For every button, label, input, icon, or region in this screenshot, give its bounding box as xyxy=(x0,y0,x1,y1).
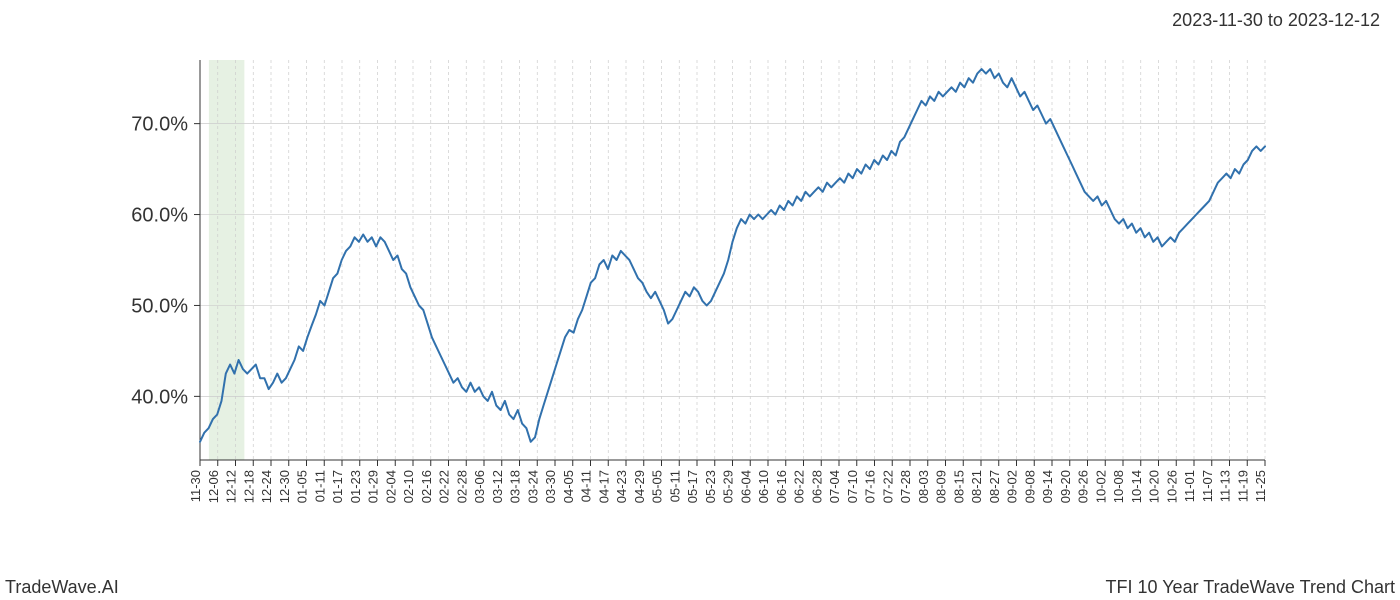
chart-title: TFI 10 Year TradeWave Trend Chart xyxy=(1106,577,1395,598)
x-tick-label: 04-29 xyxy=(632,470,647,503)
y-tick-label: 70.0% xyxy=(131,114,188,136)
x-tick-label: 11-25 xyxy=(1253,470,1268,502)
x-tick-label: 12-18 xyxy=(241,470,256,503)
x-tick-label: 09-02 xyxy=(1005,470,1020,503)
x-tick-label: 10-14 xyxy=(1129,470,1144,503)
x-tick-label: 03-18 xyxy=(508,470,523,503)
x-tick-label: 08-21 xyxy=(969,470,984,503)
x-tick-label: 05-05 xyxy=(650,470,665,503)
x-tick-label: 09-08 xyxy=(1022,470,1037,503)
x-tick-label: 01-11 xyxy=(312,470,327,502)
x-tick-label: 11-19 xyxy=(1235,470,1250,502)
x-tick-label: 07-16 xyxy=(863,470,878,503)
x-tick-label: 03-06 xyxy=(472,470,487,503)
x-tick-label: 08-09 xyxy=(934,470,949,503)
x-tick-label: 06-10 xyxy=(756,470,771,503)
x-tick-label: 06-16 xyxy=(774,470,789,503)
x-tick-label: 12-06 xyxy=(206,470,221,503)
x-tick-label: 01-23 xyxy=(348,470,363,503)
x-tick-label: 01-17 xyxy=(330,470,345,503)
x-tick-label: 10-26 xyxy=(1164,470,1179,503)
x-tick-label: 04-17 xyxy=(596,470,611,503)
x-tick-label: 01-05 xyxy=(295,470,310,503)
y-tick-label: 60.0% xyxy=(131,205,188,227)
y-tick-label: 50.0% xyxy=(131,295,188,317)
x-tick-label: 02-22 xyxy=(437,470,452,503)
x-tick-label: 08-27 xyxy=(987,470,1002,503)
chart-container: 40.0% 50.0% 60.0% 70.0% 11-3012-0612-1212-18… xyxy=(0,40,1400,570)
x-tick-label: 07-04 xyxy=(827,470,842,503)
x-tick-label: 02-10 xyxy=(401,470,416,503)
x-tick-label: 11-13 xyxy=(1218,470,1233,502)
x-tick-label: 07-10 xyxy=(845,470,860,503)
x-tick-label: 12-30 xyxy=(277,470,292,503)
x-tick-label: 10-02 xyxy=(1093,470,1108,503)
x-tick-label: 05-29 xyxy=(721,470,736,503)
x-tick-label: 06-22 xyxy=(792,470,807,503)
x-tick-label: 03-24 xyxy=(525,470,540,503)
x-tick-label: 12-12 xyxy=(224,470,239,503)
x-tick-label: 07-22 xyxy=(880,470,895,503)
trend-chart: 40.0% 50.0% 60.0% 70.0% 11-3012-0612-1212-18… xyxy=(0,40,1400,570)
x-tick-label: 09-26 xyxy=(1076,470,1091,503)
brand-label: TradeWave.AI xyxy=(5,577,119,598)
x-tick-label: 11-07 xyxy=(1200,470,1215,502)
x-tick-label: 05-17 xyxy=(685,470,700,503)
x-tick-label: 02-28 xyxy=(454,470,469,503)
x-tick-label: 02-04 xyxy=(383,470,398,503)
x-tick-label: 05-23 xyxy=(703,470,718,503)
x-tick-label: 11-01 xyxy=(1182,470,1197,502)
x-tick-label: 06-28 xyxy=(809,470,824,503)
x-tick-label: 08-03 xyxy=(916,470,931,503)
x-tick-label: 07-28 xyxy=(898,470,913,503)
x-tick-label: 10-08 xyxy=(1111,470,1126,503)
highlight-band xyxy=(209,60,245,460)
x-tick-label: 04-23 xyxy=(614,470,629,503)
x-tick-label: 04-05 xyxy=(561,470,576,503)
x-tick-label: 03-12 xyxy=(490,470,505,503)
x-tick-label: 03-30 xyxy=(543,470,558,503)
x-tick-label: 08-15 xyxy=(951,470,966,503)
y-tick-label: 40.0% xyxy=(131,386,188,408)
x-tick-label: 06-04 xyxy=(738,470,753,503)
x-tick-label: 10-20 xyxy=(1147,470,1162,503)
x-tick-label: 09-14 xyxy=(1040,470,1055,503)
x-tick-label: 11-30 xyxy=(188,470,203,502)
x-tick-label: 05-11 xyxy=(667,470,682,502)
date-range-header: 2023-11-30 to 2023-12-12 xyxy=(1172,10,1380,31)
x-tick-label: 02-16 xyxy=(419,470,434,503)
x-tick-label: 04-11 xyxy=(579,470,594,502)
x-tick-label: 01-29 xyxy=(366,470,381,503)
x-tick-label: 09-20 xyxy=(1058,470,1073,503)
x-tick-label: 12-24 xyxy=(259,470,274,503)
